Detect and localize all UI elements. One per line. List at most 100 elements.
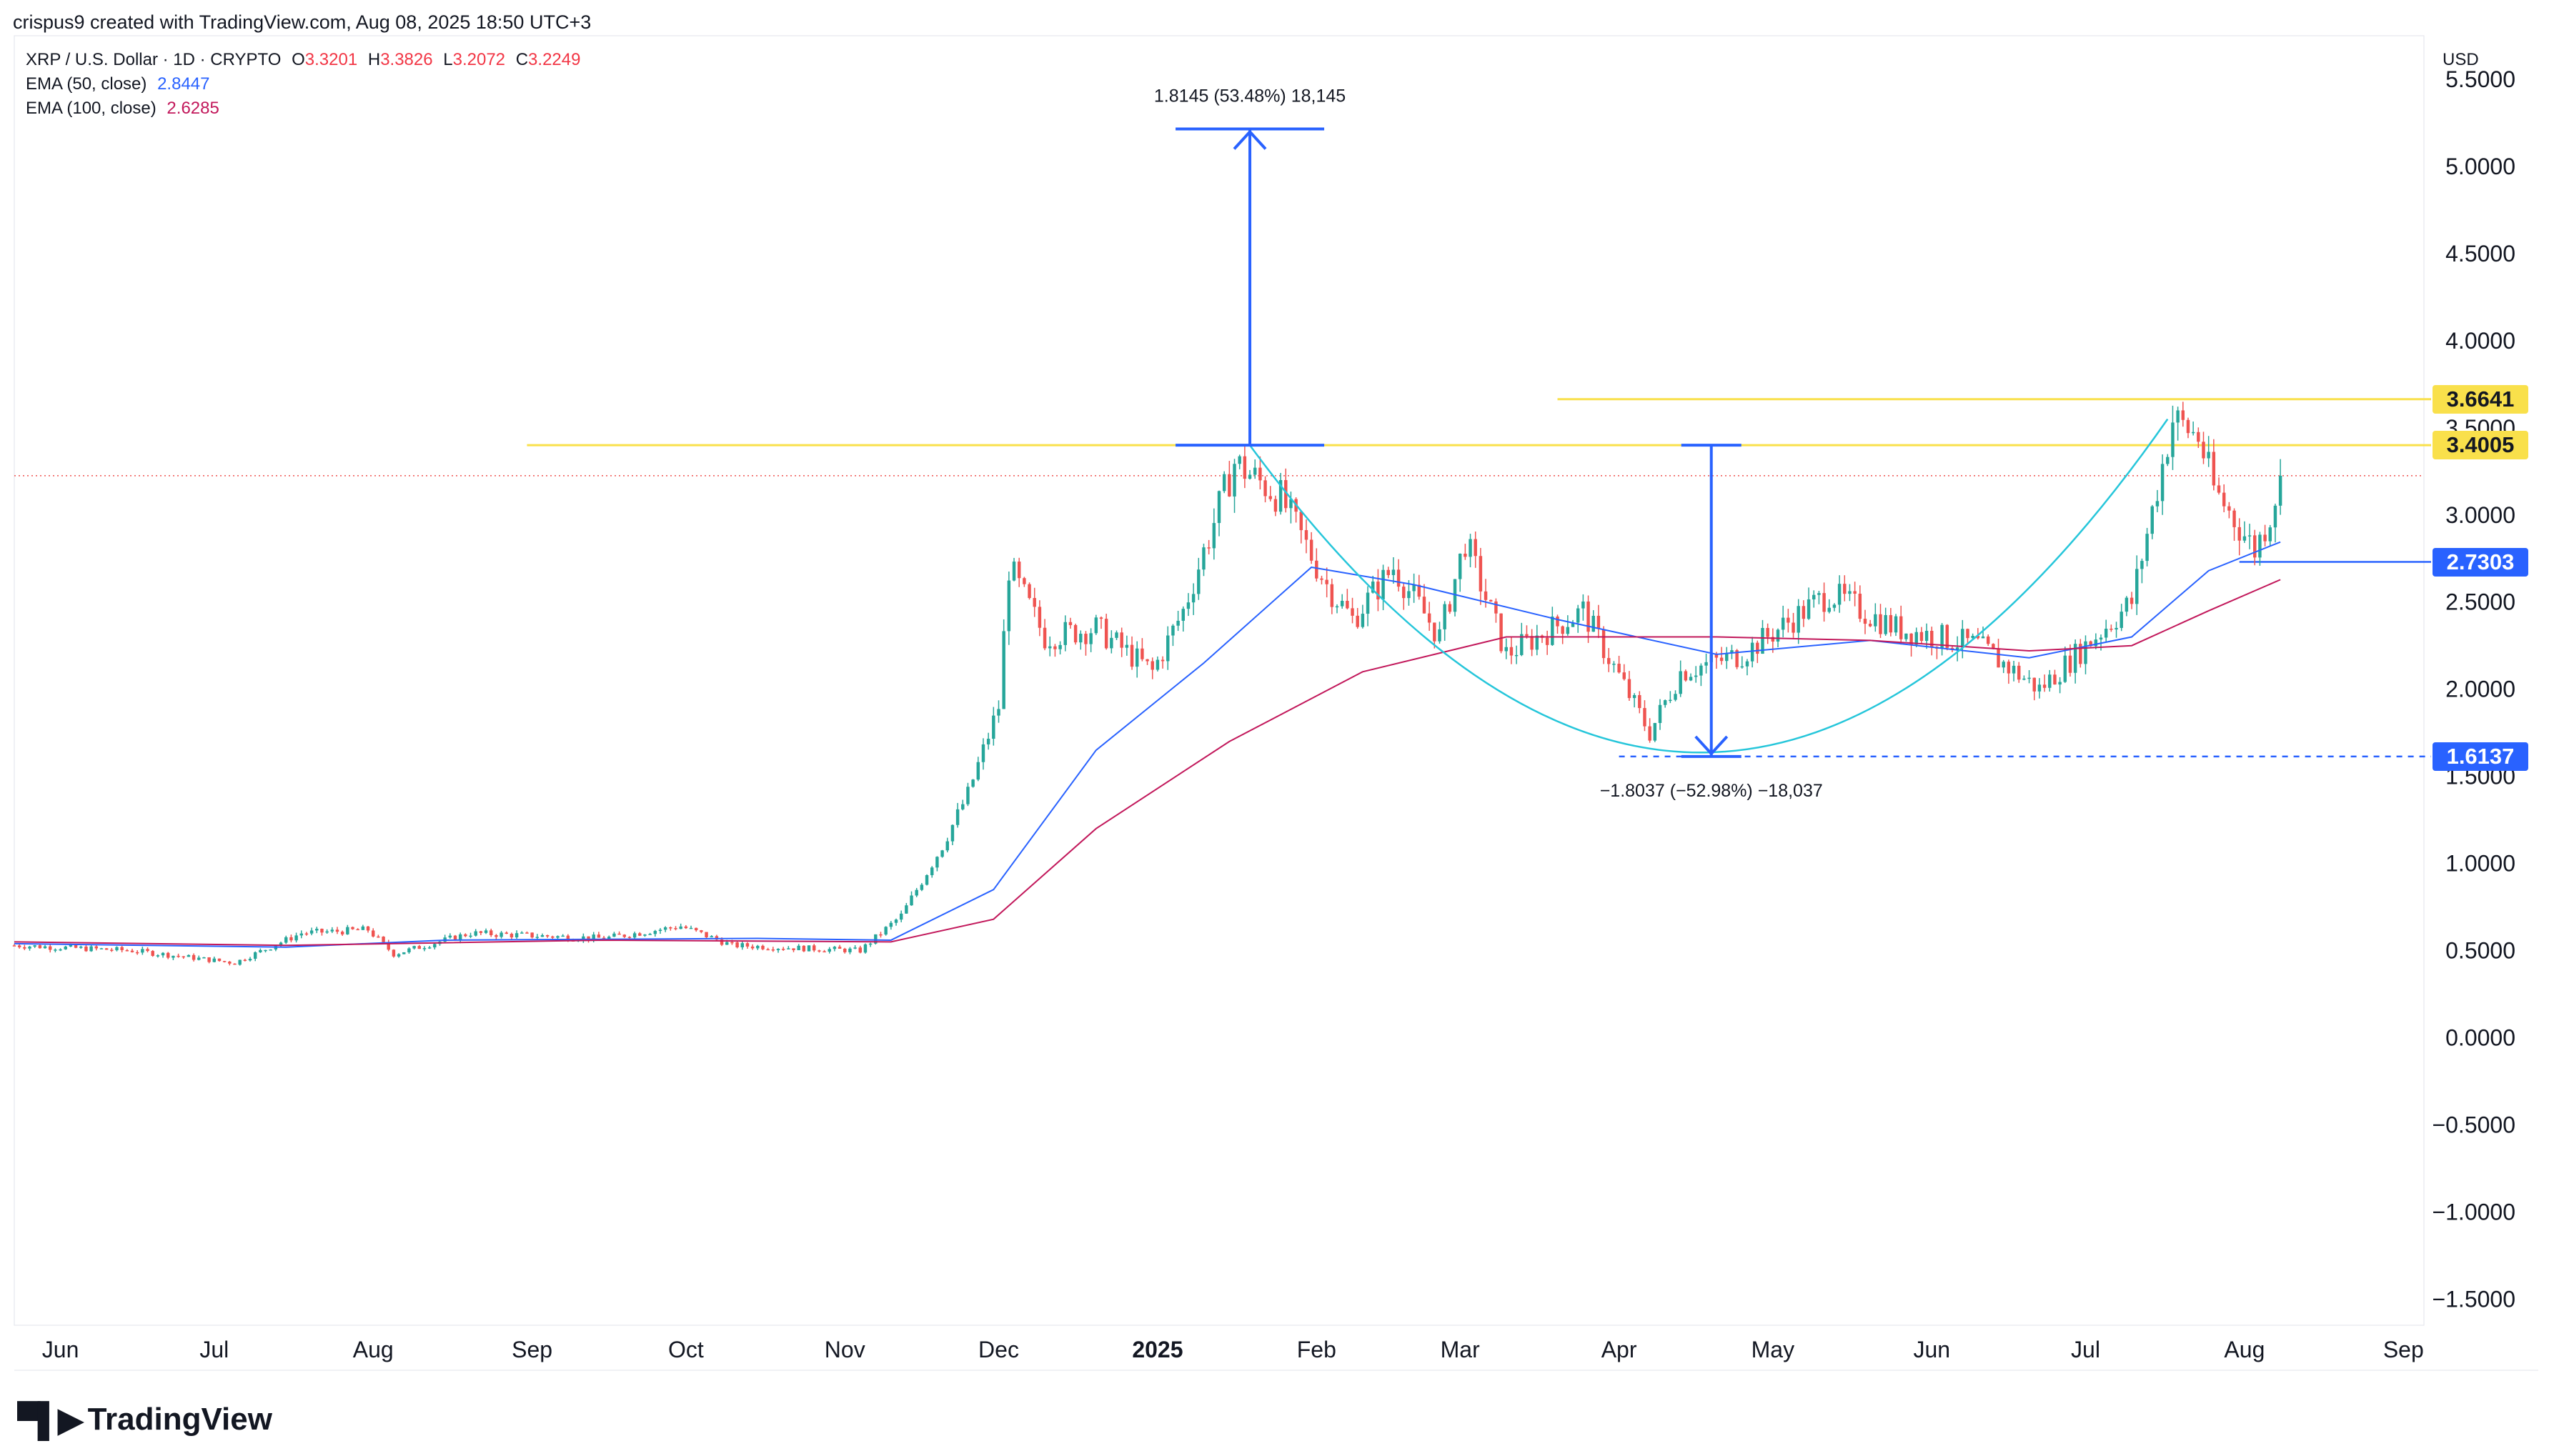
candle-body — [1596, 615, 1601, 629]
candle-body — [556, 936, 560, 938]
candle-body — [2053, 674, 2057, 685]
candle-body — [1284, 480, 1288, 509]
candle-body — [233, 963, 237, 965]
candle-body — [2237, 527, 2241, 541]
candle-body — [1745, 661, 1749, 667]
candle-body — [182, 956, 185, 958]
candle-body — [1643, 708, 1646, 727]
candle-body — [197, 957, 201, 960]
candle-body — [464, 934, 467, 937]
candle-body — [540, 934, 545, 937]
candle-body — [2253, 535, 2257, 558]
candle-body — [694, 927, 698, 931]
candle-body — [1632, 694, 1636, 699]
candle-body — [750, 946, 755, 949]
candle-body — [1499, 613, 1503, 652]
candle-body — [1278, 480, 1283, 512]
candle-body — [1884, 614, 1887, 634]
candle-body — [1156, 659, 1160, 670]
candle-body — [535, 937, 540, 938]
candle-body — [1863, 619, 1867, 624]
candle-body — [2068, 655, 2072, 673]
candle-body — [1130, 644, 1134, 667]
candle-body — [1217, 491, 1221, 524]
candle-body — [2110, 628, 2113, 630]
candle-body — [495, 934, 498, 937]
plot-area[interactable] — [14, 35, 2425, 1326]
candle-body — [330, 929, 334, 932]
ema100-line[interactable] — [14, 579, 2281, 947]
candle-body — [1228, 474, 1231, 497]
candle-body — [1443, 604, 1446, 629]
candle-body — [1997, 649, 2000, 668]
candle-body — [2166, 457, 2170, 464]
candle-body — [294, 935, 298, 941]
candle-body — [2222, 492, 2226, 507]
candle-body — [920, 884, 924, 890]
candle-body — [607, 937, 611, 940]
price-badge[interactable]: 2.7303 — [2433, 547, 2528, 577]
candle-body — [1089, 633, 1093, 644]
candle-body — [479, 931, 483, 933]
price-chart[interactable]: 5.50005.00004.50004.00003.50003.00002.50… — [0, 0, 2554, 1379]
candle-body — [766, 949, 770, 951]
candle-body — [1504, 647, 1508, 652]
candle-body — [202, 957, 206, 959]
candle-body — [187, 954, 191, 957]
candle-body — [1776, 629, 1780, 642]
candle-body — [243, 959, 247, 962]
candle-body — [1366, 592, 1370, 614]
candle-body — [1781, 617, 1785, 630]
candle-body — [1992, 644, 1995, 649]
candle-body — [1325, 579, 1328, 584]
candle-body — [1648, 726, 1651, 741]
candle-body — [2247, 535, 2252, 537]
candle-body — [1412, 584, 1416, 592]
candle-body — [2191, 432, 2195, 434]
x-tick-label: Sep — [512, 1337, 552, 1362]
candle-body — [1110, 637, 1113, 649]
candle-body — [658, 929, 662, 932]
symbol-title[interactable]: XRP / U.S. Dollar · 1D · CRYPTO — [26, 50, 282, 69]
candle-body — [1945, 624, 1949, 648]
candle-body — [761, 945, 765, 949]
candle-body — [1658, 704, 1662, 723]
candle-body — [315, 928, 319, 931]
ema50-line[interactable] — [14, 541, 2281, 948]
candle-body — [2125, 597, 2129, 612]
candle-body — [1607, 658, 1611, 664]
candle-body — [1453, 579, 1457, 612]
candle-body — [1817, 593, 1821, 595]
candle-body — [1376, 582, 1380, 599]
candle-body — [2007, 662, 2011, 674]
candle-body — [115, 947, 119, 951]
x-tick-label: Jun — [1913, 1337, 1950, 1362]
ema50-legend[interactable]: EMA (50, close) 2.8447 — [26, 74, 215, 94]
y-tick-label: 4.5000 — [2445, 241, 2515, 266]
candle-body — [2160, 464, 2165, 502]
candle-body — [1879, 614, 1882, 634]
candle-body — [981, 744, 985, 762]
price-badge[interactable]: 1.6137 — [2433, 742, 2528, 771]
y-tick-label: 5.5000 — [2445, 66, 2515, 92]
candle-body — [2099, 637, 2103, 640]
candle-body — [1919, 632, 1924, 641]
candle-body — [2135, 569, 2139, 604]
candle-body — [366, 926, 370, 931]
candle-body — [1874, 614, 1877, 627]
ema100-legend[interactable]: EMA (100, close) 2.6285 — [26, 99, 225, 119]
price-badge[interactable]: 3.4005 — [2433, 431, 2528, 460]
candle-body — [1094, 617, 1098, 634]
x-tick-label: Mar — [1441, 1337, 1480, 1362]
currency-label[interactable]: USD — [2443, 50, 2479, 69]
candle-body — [1058, 644, 1062, 649]
candle-body — [54, 949, 57, 951]
x-tick-label: Apr — [1601, 1337, 1637, 1362]
candle-body — [1981, 636, 1985, 639]
candle-body — [361, 926, 365, 930]
tradingview-logo-icon: ▀▌▶ — [17, 1401, 84, 1438]
candle-body — [146, 949, 149, 952]
price-badge[interactable]: 3.6641 — [2433, 384, 2528, 414]
rounded-bottom-curve[interactable] — [1249, 418, 2169, 754]
